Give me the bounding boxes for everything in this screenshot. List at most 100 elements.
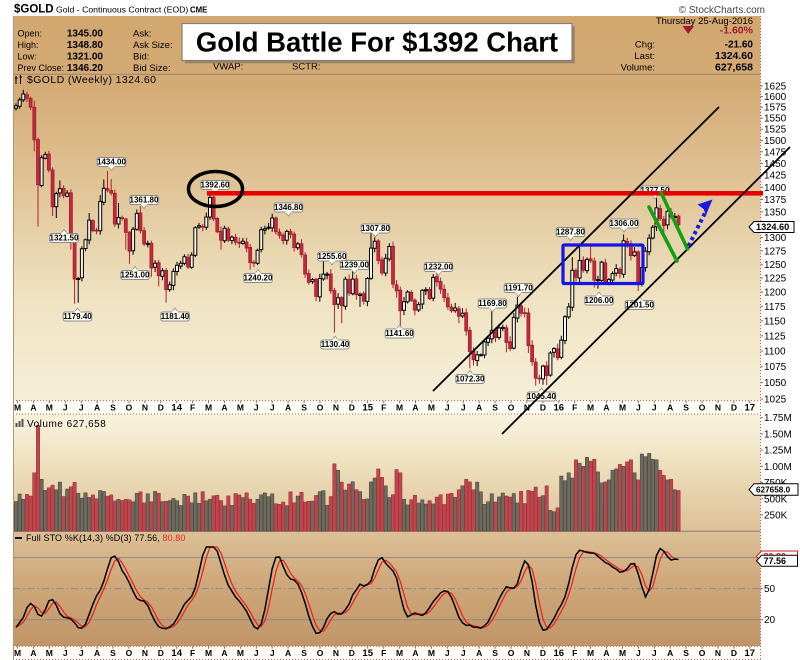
svg-text:F: F [190, 403, 195, 413]
svg-text:1350: 1350 [764, 208, 787, 219]
svg-text:A: A [476, 403, 482, 413]
svg-text:1225: 1225 [764, 274, 787, 285]
svg-text:N: N [715, 403, 721, 413]
svg-text:250K: 250K [764, 511, 788, 522]
svg-text:Bid Size:: Bid Size: [133, 63, 171, 74]
svg-text:M: M [428, 648, 435, 658]
svg-text:1300: 1300 [764, 233, 787, 244]
svg-text:J: J [63, 648, 68, 658]
svg-text:M: M [237, 403, 244, 413]
svg-text:1.00M: 1.00M [764, 462, 792, 473]
svg-text:16: 16 [554, 403, 565, 414]
svg-text:A: A [603, 403, 609, 413]
svg-text:F: F [572, 403, 577, 413]
svg-text:O: O [699, 403, 706, 413]
svg-text:1191.70: 1191.70 [504, 283, 533, 292]
svg-text:Volume 627,658: Volume 627,658 [27, 419, 106, 430]
svg-text:J: J [79, 403, 84, 413]
svg-text:17: 17 [745, 403, 756, 414]
svg-text:J: J [445, 648, 450, 658]
svg-text:O: O [126, 648, 133, 658]
svg-text:J: J [652, 403, 657, 413]
svg-text:1550: 1550 [764, 114, 787, 125]
svg-text:14: 14 [171, 403, 182, 414]
svg-text:1130.40: 1130.40 [321, 340, 350, 349]
svg-text:A: A [221, 648, 227, 658]
svg-text:O: O [508, 648, 515, 658]
svg-text:1575: 1575 [764, 103, 787, 114]
svg-text:Last:: Last: [634, 51, 655, 62]
svg-text:D: D [349, 648, 355, 658]
svg-text:M: M [14, 403, 21, 413]
svg-text:627,658: 627,658 [715, 62, 753, 74]
svg-text:1240.20: 1240.20 [244, 273, 273, 282]
svg-text:M: M [619, 648, 626, 658]
svg-text:Bid:: Bid: [133, 52, 149, 63]
svg-text:1321.00: 1321.00 [67, 52, 104, 63]
svg-text:M: M [205, 403, 212, 413]
svg-text:A: A [30, 648, 36, 658]
svg-text:N: N [715, 648, 721, 658]
svg-text:M: M [587, 648, 594, 658]
svg-text:M: M [14, 648, 21, 658]
svg-text:15: 15 [362, 648, 373, 659]
svg-text:1348.80: 1348.80 [67, 40, 104, 51]
svg-text:1375: 1375 [764, 195, 787, 206]
svg-text:1179.40: 1179.40 [63, 312, 92, 321]
svg-text:Ask:: Ask: [133, 29, 151, 40]
svg-text:© StockCharts.com: © StockCharts.com [679, 5, 765, 16]
svg-text:S: S [110, 403, 116, 413]
svg-text:N: N [142, 403, 148, 413]
svg-text:M: M [396, 403, 403, 413]
svg-text:1324.60: 1324.60 [756, 222, 789, 232]
svg-text:1169.80: 1169.80 [478, 299, 507, 308]
svg-text:1600: 1600 [764, 92, 787, 103]
svg-text:1025: 1025 [764, 395, 787, 406]
svg-text:1475: 1475 [764, 147, 787, 158]
svg-text:17: 17 [745, 648, 756, 659]
svg-text:D: D [540, 403, 546, 413]
svg-text:M: M [428, 403, 435, 413]
svg-text:1141.60: 1141.60 [385, 329, 414, 338]
svg-text:1150: 1150 [764, 316, 786, 327]
svg-text:1206.00: 1206.00 [585, 296, 614, 305]
svg-text:D: D [731, 648, 737, 658]
svg-text:50: 50 [764, 584, 776, 595]
svg-text:J: J [636, 403, 641, 413]
svg-text:CME: CME [190, 6, 207, 15]
svg-text:-21.60: -21.60 [725, 40, 754, 51]
svg-text:O: O [699, 648, 706, 658]
svg-text:77.56: 77.56 [764, 556, 787, 566]
svg-text:Prev Close:: Prev Close: [18, 63, 65, 73]
svg-text:J: J [461, 648, 466, 658]
svg-text:1346.80: 1346.80 [274, 203, 303, 212]
svg-text:1392.60: 1392.60 [201, 180, 230, 189]
svg-text:J: J [79, 648, 84, 658]
svg-text:A: A [476, 648, 482, 658]
svg-text:A: A [667, 648, 673, 658]
svg-text:M: M [396, 648, 403, 658]
svg-text:F: F [190, 648, 195, 658]
svg-text:1321.50: 1321.50 [50, 233, 79, 242]
svg-text:627658.0: 627658.0 [756, 486, 791, 495]
svg-text:Open:: Open: [18, 29, 43, 39]
svg-text:1200: 1200 [764, 288, 787, 299]
svg-text:S: S [683, 403, 689, 413]
svg-text:20: 20 [764, 615, 776, 626]
svg-text:A: A [412, 648, 418, 658]
svg-text:D: D [349, 403, 355, 413]
svg-text:M: M [237, 648, 244, 658]
svg-text:1050: 1050 [764, 378, 787, 389]
svg-text:N: N [333, 648, 339, 658]
svg-text:1201.50: 1201.50 [625, 300, 654, 309]
svg-text:Full STO %K(14,3) %D(3) 77.56,: Full STO %K(14,3) %D(3) 77.56, 80.80 [26, 533, 186, 543]
svg-text:1.75M: 1.75M [764, 413, 792, 424]
svg-text:S: S [301, 648, 307, 658]
svg-text:D: D [158, 403, 164, 413]
svg-text:1232.00: 1232.00 [424, 262, 453, 271]
svg-text:1287.80: 1287.80 [556, 227, 585, 236]
svg-text:-1.60%: -1.60% [720, 25, 754, 37]
svg-text:1251.00: 1251.00 [121, 270, 150, 279]
svg-text:F: F [572, 648, 577, 658]
svg-text:J: J [636, 648, 641, 658]
